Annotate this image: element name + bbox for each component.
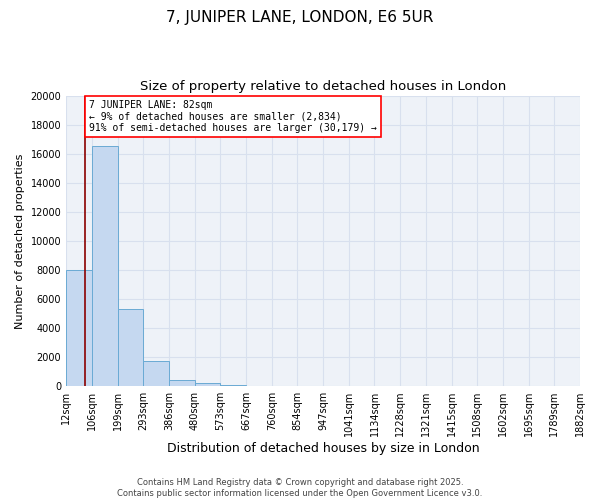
Bar [66,270,92,386]
Y-axis label: Number of detached properties: Number of detached properties [15,153,25,328]
Bar [143,362,169,386]
Text: 7, JUNIPER LANE, LONDON, E6 5UR: 7, JUNIPER LANE, LONDON, E6 5UR [166,10,434,25]
Text: 7 JUNIPER LANE: 82sqm
← 9% of detached houses are smaller (2,834)
91% of semi-de: 7 JUNIPER LANE: 82sqm ← 9% of detached h… [89,100,377,133]
X-axis label: Distribution of detached houses by size in London: Distribution of detached houses by size … [167,442,479,455]
Title: Size of property relative to detached houses in London: Size of property relative to detached ho… [140,80,506,93]
Bar [169,380,194,386]
Bar [194,383,220,386]
Text: Contains HM Land Registry data © Crown copyright and database right 2025.
Contai: Contains HM Land Registry data © Crown c… [118,478,482,498]
Bar [92,146,118,386]
Bar [220,385,246,386]
Bar [118,309,143,386]
